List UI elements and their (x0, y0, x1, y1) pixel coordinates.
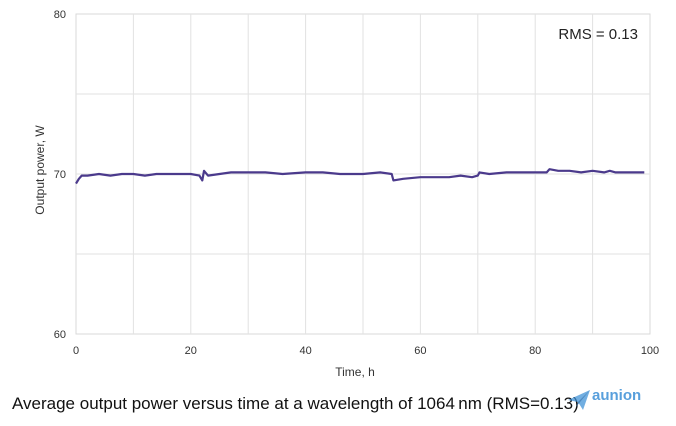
watermark-text: aunion (592, 387, 642, 404)
y-axis-label: Output power, W (33, 125, 47, 215)
x-tick-label: 0 (73, 345, 79, 357)
output-power-series-line (75, 168, 645, 185)
watermark-logo: aunion (562, 383, 666, 419)
x-tick-label: 40 (299, 345, 311, 357)
tick-labels: 0 20 40 60 80 100 60 70 80 (54, 9, 659, 357)
rms-annotation: RMS = 0.13 (558, 26, 638, 43)
x-tick-label: 80 (529, 345, 541, 357)
grid (75, 13, 651, 335)
figure-caption: Average output power versus time at a wa… (12, 394, 579, 413)
x-tick-label: 60 (414, 345, 426, 357)
y-tick-label: 70 (54, 169, 66, 181)
y-tick-label: 60 (54, 329, 66, 341)
x-tick-label: 100 (641, 345, 659, 357)
chart: 0 20 40 60 80 100 60 70 80 Time, h Output power,… (33, 9, 659, 379)
x-tick-label: 20 (185, 345, 197, 357)
y-tick-label: 80 (54, 9, 66, 21)
x-axis-label: Time, h (335, 365, 375, 379)
series-layer (75, 168, 645, 185)
chart-svg: 0 20 40 60 80 100 60 70 80 Time, h Output power,… (33, 9, 659, 379)
paper-plane-icon (568, 390, 590, 410)
